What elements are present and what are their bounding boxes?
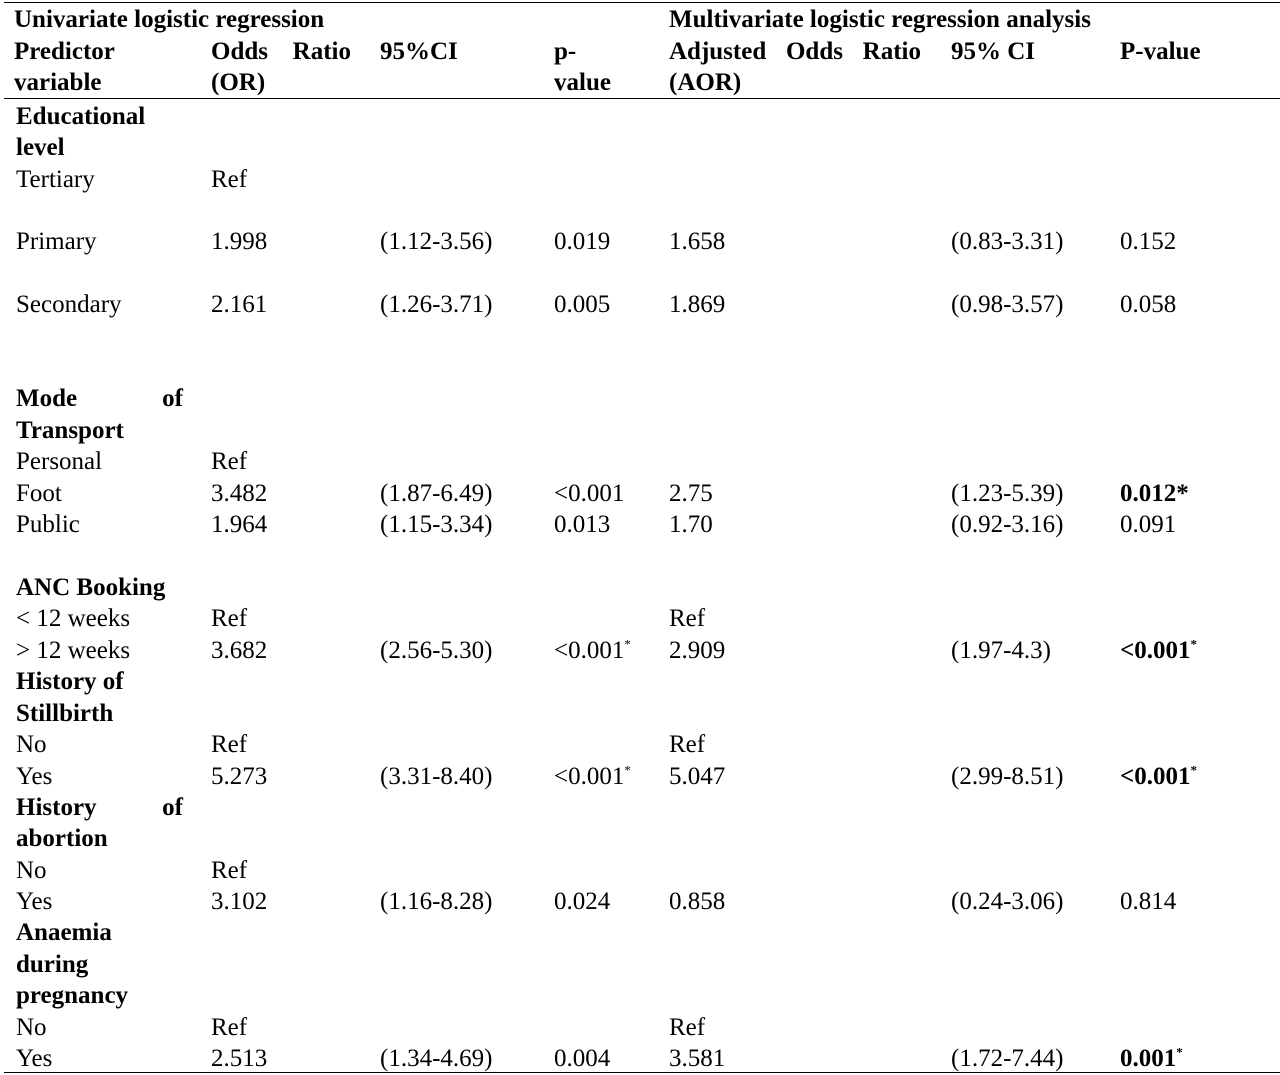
group-label: during xyxy=(16,951,89,978)
cell-or: 2.161 xyxy=(211,291,268,318)
cell-aor: 1.70 xyxy=(669,511,713,538)
cell-ci: (1.34-4.69) xyxy=(380,1045,493,1072)
cell-p-2: 0.001* xyxy=(1120,1044,1183,1072)
cell-p: 0.005 xyxy=(554,291,611,318)
col-ci-2: 95% CI xyxy=(951,38,1036,65)
col-predictor: variable xyxy=(14,69,102,96)
cell-aor: 0.858 xyxy=(669,888,726,915)
cell-p: 0.004 xyxy=(554,1045,611,1072)
row-label: Public xyxy=(16,511,80,538)
cell-ci-2: (1.23-5.39) xyxy=(951,480,1064,507)
row-label: Yes xyxy=(16,1045,53,1072)
cell-or: 1.964 xyxy=(211,511,268,538)
cell-aor: 1.658 xyxy=(669,228,726,255)
cell-or: 2.513 xyxy=(211,1045,268,1072)
cell-or: Ref xyxy=(211,857,248,884)
cell-ci: (1.15-3.34) xyxy=(380,511,493,538)
cell-ci-2: (0.92-3.16) xyxy=(951,511,1064,538)
col-odds-ratio: Odds Ratio xyxy=(211,38,351,65)
cell-p: 0.024 xyxy=(554,888,611,915)
cell-aor: Ref xyxy=(669,605,706,632)
row-label: < 12 weeks xyxy=(16,605,131,632)
group-label: Anaemia xyxy=(16,919,112,946)
cell-aor: 2.75 xyxy=(669,480,713,507)
cell-ci: (1.26-3.71) xyxy=(380,291,493,318)
cell-p-2: 0.012* xyxy=(1120,480,1189,507)
cell-ci-2: (0.24-3.06) xyxy=(951,888,1064,915)
row-label: > 12 weeks xyxy=(16,637,131,664)
cell-or: Ref xyxy=(211,605,248,632)
cell-p-2: 0.152 xyxy=(1120,228,1177,255)
row-label: Yes xyxy=(16,763,53,790)
cell-ci-2: (1.97-4.3) xyxy=(951,637,1051,664)
row-label: No xyxy=(16,1014,47,1041)
cell-p: <0.001 xyxy=(554,480,625,507)
group-label: pregnancy xyxy=(16,982,129,1009)
cell-or: Ref xyxy=(211,1014,248,1041)
cell-or: 3.682 xyxy=(211,637,268,664)
cell-aor: 3.581 xyxy=(669,1045,726,1072)
cell-ci: (1.87-6.49) xyxy=(380,480,493,507)
cell-ci-2: (0.98-3.57) xyxy=(951,291,1064,318)
cell-aor: Ref xyxy=(669,1014,706,1041)
cell-p: 0.013 xyxy=(554,511,611,538)
cell-or: 5.273 xyxy=(211,763,268,790)
row-label: Yes xyxy=(16,888,53,915)
bottom-rule xyxy=(4,1072,1280,1073)
cell-or: 1.998 xyxy=(211,228,268,255)
univariate-header: Univariate logistic regression xyxy=(14,6,325,33)
cell-aor: Ref xyxy=(669,731,706,758)
group-label: ANC Booking xyxy=(16,574,166,601)
cell-p-2: 0.814 xyxy=(1120,888,1177,915)
col-p-value: p- xyxy=(554,38,577,65)
col-p-value: value xyxy=(554,69,611,96)
cell-p-2: <0.001* xyxy=(1120,636,1197,664)
row-label: No xyxy=(16,731,47,758)
cell-or: Ref xyxy=(211,731,248,758)
cell-p-2: 0.058 xyxy=(1120,291,1177,318)
col-predictor: Predictor xyxy=(14,38,115,65)
cell-ci-2: (2.99-8.51) xyxy=(951,763,1064,790)
row-label: Tertiary xyxy=(16,166,95,193)
cell-p: <0.001* xyxy=(554,636,631,664)
cell-p-2: 0.091 xyxy=(1120,511,1177,538)
col-adjusted-odds-ratio: (AOR) xyxy=(669,69,742,96)
group-label: level xyxy=(16,134,65,161)
group-label: Stillbirth xyxy=(16,700,114,727)
cell-p: 0.019 xyxy=(554,228,611,255)
group-label: Educational xyxy=(16,103,146,130)
cell-ci: (2.56-5.30) xyxy=(380,637,493,664)
col-ci: 95%CI xyxy=(380,38,458,65)
multivariate-header: Multivariate logistic regression analysi… xyxy=(669,6,1091,33)
cell-ci: (1.12-3.56) xyxy=(380,228,493,255)
cell-p-2: <0.001* xyxy=(1120,762,1197,790)
cell-aor: 1.869 xyxy=(669,291,726,318)
col-p-value-2: P-value xyxy=(1120,38,1201,65)
cell-ci-2: (1.72-7.44) xyxy=(951,1045,1064,1072)
cell-or: Ref xyxy=(211,166,248,193)
row-label: No xyxy=(16,857,47,884)
col-odds-ratio: (OR) xyxy=(211,69,266,96)
group-label: Transport xyxy=(16,417,124,444)
cell-aor: 5.047 xyxy=(669,763,726,790)
row-label: Foot xyxy=(16,480,62,507)
row-label: Secondary xyxy=(16,291,122,318)
group-label: History of xyxy=(16,668,124,695)
group-label: abortion xyxy=(16,825,108,852)
col-adjusted-odds-ratio: Adjusted Odds Ratio xyxy=(669,38,921,65)
group-label: History of xyxy=(16,794,183,821)
cell-ci: (1.16-8.28) xyxy=(380,888,493,915)
top-rule xyxy=(4,2,1280,3)
header-rule xyxy=(4,98,1280,99)
cell-or: Ref xyxy=(211,448,248,475)
cell-ci: (3.31-8.40) xyxy=(380,763,493,790)
cell-p: <0.001* xyxy=(554,762,631,790)
group-label: Mode of xyxy=(16,385,183,412)
row-label: Personal xyxy=(16,448,103,475)
cell-or: 3.102 xyxy=(211,888,268,915)
row-label: Primary xyxy=(16,228,97,255)
cell-or: 3.482 xyxy=(211,480,268,507)
cell-ci-2: (0.83-3.31) xyxy=(951,228,1064,255)
cell-aor: 2.909 xyxy=(669,637,726,664)
